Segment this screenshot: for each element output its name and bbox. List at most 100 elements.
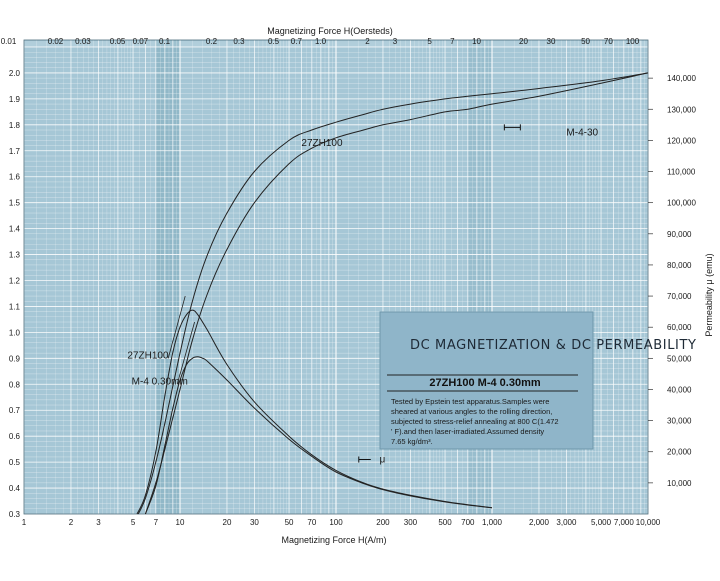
x2-tick-label: 30: [547, 37, 556, 46]
curve-annotation: 27ZH100: [301, 138, 343, 149]
y2-tick-label: 60,000: [667, 323, 692, 332]
x-tick-label: 5: [131, 518, 136, 527]
y-tick-label: 1.5: [9, 199, 21, 208]
info-box-note-line: 7.65 kg/dm³.: [391, 437, 433, 446]
mu-marker: [358, 456, 371, 463]
y-tick-label: 1.8: [9, 121, 21, 130]
x2-tick-label: 0.2: [206, 37, 218, 46]
y2-tick-label: 30,000: [667, 417, 692, 426]
x2-tick-label: 0.1: [159, 37, 171, 46]
x2-tick-label: 1.0: [315, 37, 327, 46]
y-tick-label: 0.5: [9, 458, 21, 467]
y-tick-label: 0.6: [9, 432, 21, 441]
y-tick-label: 0.8: [9, 380, 21, 389]
dense-grid-band: [155, 40, 180, 514]
y2-tick-label: 50,000: [667, 354, 692, 363]
y-tick-label: 1.1: [9, 302, 21, 311]
y-tick-label: 1.4: [9, 225, 21, 234]
x-tick-label: 2: [69, 518, 74, 527]
curve-annotation: 27ZH100: [127, 351, 169, 362]
y2-tick-label: 110,000: [667, 168, 696, 177]
x-tick-label: 3: [96, 518, 101, 527]
y-tick-label: 1.2: [9, 277, 21, 286]
x-tick-label: 100: [329, 518, 343, 527]
y-tick-label: 0.9: [9, 354, 21, 363]
series-line-2: [144, 72, 649, 515]
x2-tick-label: 7: [450, 37, 455, 46]
y-tick-label: 0.4: [9, 484, 21, 493]
y-tick-label: 2.0: [9, 69, 21, 78]
y-tick-label: 1.6: [9, 173, 21, 182]
x-tick-label: 10: [176, 518, 185, 527]
annotation-leader: [176, 321, 195, 385]
x-tick-label: 700: [461, 518, 475, 527]
y-tick-label: 1.9: [9, 95, 21, 104]
y2-tick-label: 40,000: [667, 385, 692, 394]
y-tick-label: 0.3: [9, 510, 21, 519]
x2-tick-label: 0.3: [233, 37, 245, 46]
x2-tick-label: 20: [519, 37, 528, 46]
info-box-background: [379, 311, 594, 450]
x-tick-label: 7,000: [614, 518, 635, 527]
bottom-axis-title: Magnetizing Force H(A/m): [281, 535, 386, 545]
x2-tick-label: 50: [581, 37, 590, 46]
x-tick-label: 1: [22, 518, 27, 527]
info-box-note-line: sheared at various angles to the rolling…: [391, 407, 552, 416]
x-tick-label: 5,000: [591, 518, 612, 527]
y2-tick-label: 90,000: [667, 230, 692, 239]
x2-tick-label: 3: [393, 37, 398, 46]
series-line-1: [137, 72, 649, 515]
x2-tick-label: 10: [472, 37, 481, 46]
x-tick-label: 300: [404, 518, 418, 527]
x-tick-label: 20: [223, 518, 232, 527]
x-tick-label: 30: [250, 518, 259, 527]
series-line-4: [144, 356, 493, 515]
y2-tick-label: 70,000: [667, 292, 692, 301]
y2-tick-label: 100,000: [667, 199, 696, 208]
curve-annotation: μ: [379, 455, 385, 466]
y-tick-label: 1.0: [9, 328, 21, 337]
info-box: DC MAGNETIZATION & DC PERMEABILITY 27ZH1…: [379, 311, 697, 450]
x-tick-label: 2,000: [529, 518, 550, 527]
x-tick-label: 7: [154, 518, 159, 527]
x-tick-label: 3,000: [556, 518, 577, 527]
y2-tick-label: 10,000: [667, 479, 692, 488]
x2-tick-label: 5: [427, 37, 432, 46]
x2-tick-label: 2: [365, 37, 370, 46]
annotation-leader: [167, 295, 186, 359]
info-box-note-line: subjected to stress-relief annealing at …: [391, 417, 559, 426]
x2-tick-label: 0.02: [48, 37, 64, 46]
x-tick-label: 70: [307, 518, 316, 527]
x2-tick-label: 0.01: [1, 37, 17, 46]
y2-tick-label: 130,000: [667, 105, 696, 114]
y-tick-label: 0.7: [9, 406, 21, 415]
x-tick-label: 10,000: [636, 518, 661, 527]
x2-tick-label: 0.07: [133, 37, 149, 46]
bh-marker: [503, 124, 521, 131]
x-tick-label: 50: [285, 518, 294, 527]
info-box-subtitle: 27ZH100 M-4 0.30mm: [429, 377, 540, 389]
y-tick-label: 1.3: [9, 251, 21, 260]
info-box-title: DC MAGNETIZATION & DC PERMEABILITY: [410, 338, 697, 353]
x2-tick-label: 70: [604, 37, 613, 46]
x2-tick-label: 100: [626, 37, 640, 46]
x-tick-label: 500: [438, 518, 452, 527]
info-box-note-line: Tested by Epstein test apparatus.Samples…: [391, 397, 549, 406]
y2-tick-label: 80,000: [667, 261, 692, 270]
x2-tick-label: 0.03: [75, 37, 91, 46]
plot-frame: [23, 39, 649, 515]
curve-annotation: M-4 0.30mm: [132, 377, 188, 388]
curve-annotation: M-4-30: [566, 128, 598, 139]
top-axis-title: Magnetizing Force H(Oersteds): [267, 26, 393, 36]
y2-tick-label: 120,000: [667, 136, 696, 145]
x-tick-label: 200: [376, 518, 390, 527]
y2-tick-label: 20,000: [667, 448, 692, 457]
x2-tick-label: 0.05: [110, 37, 126, 46]
series-line-3: [136, 309, 493, 515]
x2-tick-label: 0.5: [268, 37, 280, 46]
y2-tick-label: 140,000: [667, 74, 696, 83]
right-axis-title: Permeability μ (emu): [704, 253, 714, 336]
info-box-note-line: ' F).and then laser-irradiated.Assumed d…: [391, 427, 544, 436]
